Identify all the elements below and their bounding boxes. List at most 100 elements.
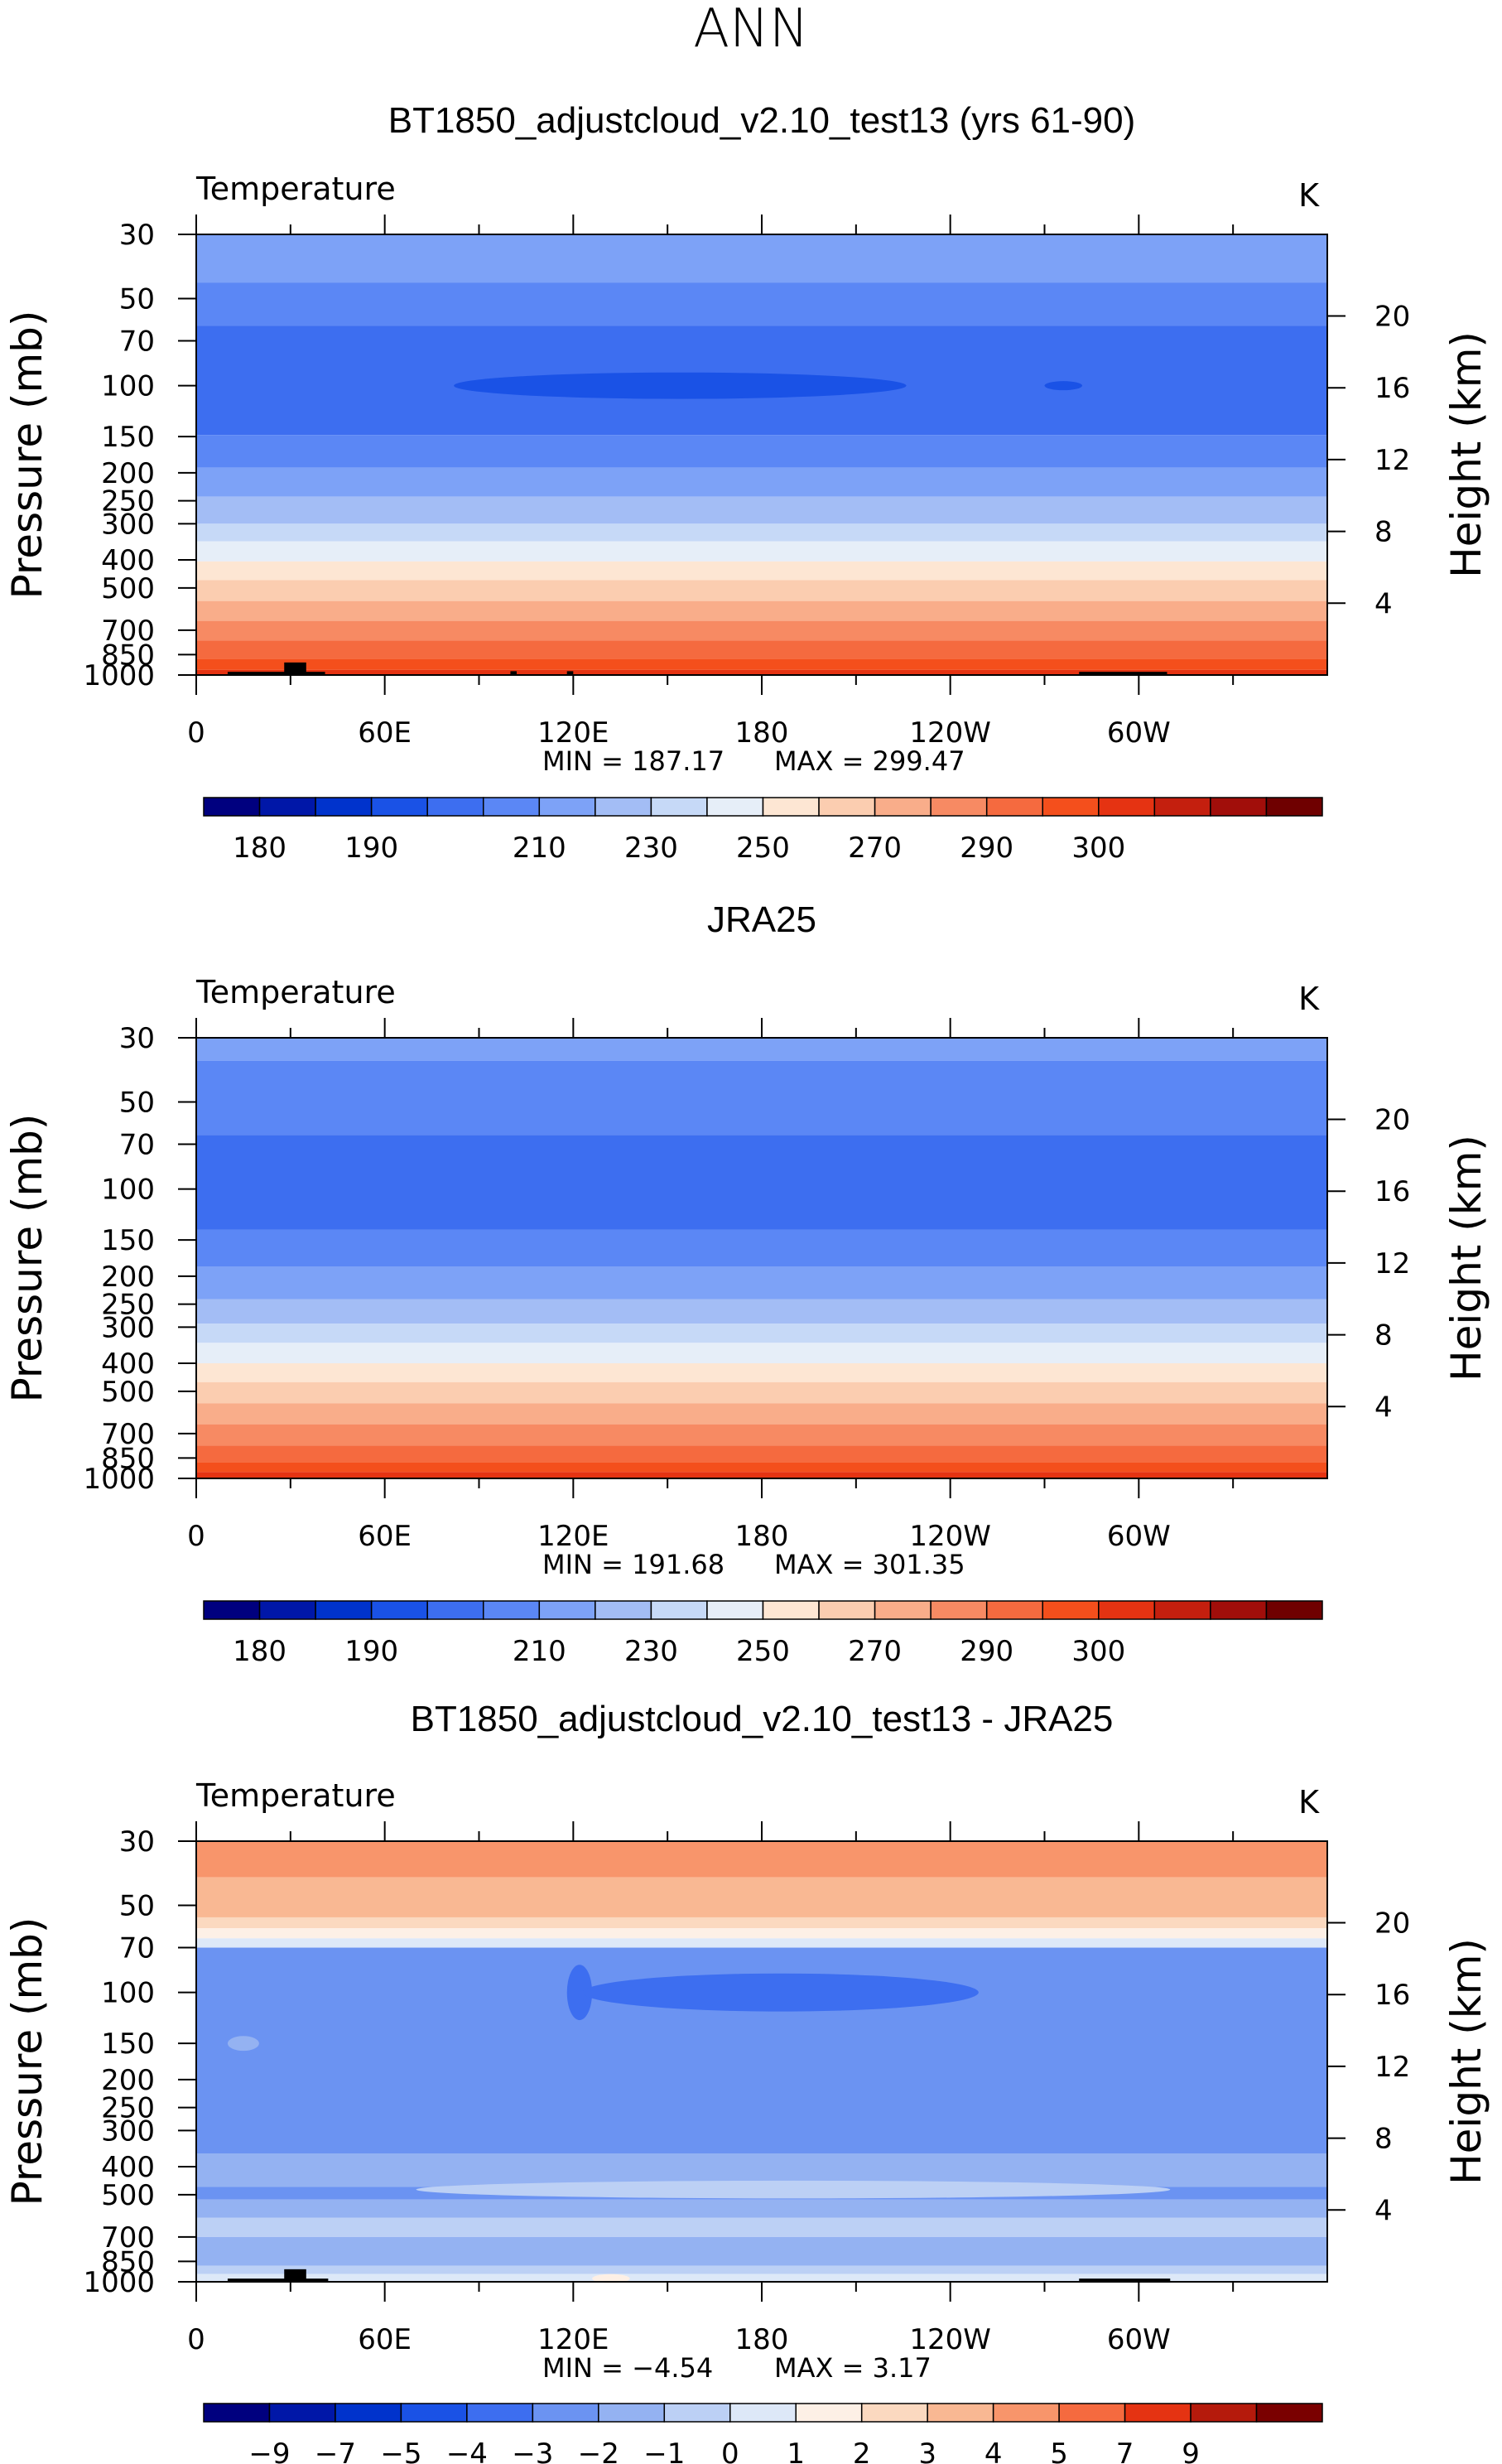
colorbar-label: 4	[984, 2437, 1003, 2464]
contour-feature	[454, 372, 907, 399]
min-label: MIN = 187.17	[542, 745, 725, 777]
colorbar-label: 5	[1050, 2437, 1068, 2464]
y-tick-label: 400	[101, 544, 155, 577]
contour-band	[196, 467, 1327, 497]
y-tick-label: 300	[101, 2114, 155, 2148]
colorbar-cell	[532, 2403, 599, 2423]
contour-band	[196, 1462, 1327, 1473]
contour-band	[196, 1841, 1327, 1878]
y-tick-label: 30	[119, 1825, 155, 1859]
colorbar-cell	[992, 2403, 1060, 2423]
colorbar-label: 300	[1071, 832, 1125, 865]
contour-feature	[592, 2274, 630, 2283]
contour-band	[196, 1424, 1327, 1446]
contour-band	[196, 2236, 1327, 2266]
contour-band	[196, 658, 1327, 670]
colorbar-cell	[258, 797, 316, 817]
x-tick-label: 60E	[358, 2323, 412, 2356]
contour-band	[196, 435, 1327, 468]
colorbar-cell	[595, 797, 652, 817]
variable-label: Temperature	[195, 171, 396, 207]
height-tick-label: 4	[1374, 587, 1393, 620]
colorbar-label: 210	[513, 1635, 566, 1668]
y-tick-label: 400	[101, 2151, 155, 2184]
colorbar-cell	[663, 2403, 731, 2423]
height-tick-label: 16	[1374, 1979, 1410, 2012]
figure-title: ANN	[693, 0, 809, 60]
contour-band	[196, 1299, 1327, 1324]
colorbar-cell	[860, 2403, 928, 2423]
contour-band	[196, 580, 1327, 601]
y-tick-label: 150	[101, 2028, 155, 2061]
contour-band	[196, 640, 1327, 659]
colorbar-label: 1	[787, 2437, 805, 2464]
topography	[1079, 672, 1167, 675]
contour-band	[196, 282, 1327, 326]
y-tick-label: 50	[119, 283, 155, 316]
topography	[227, 672, 325, 675]
colorbar-cell	[930, 797, 988, 817]
colorbar-cell	[1210, 797, 1268, 817]
colorbar-cell	[706, 1600, 764, 1620]
contour-band	[196, 541, 1327, 562]
colorbar-label: 190	[344, 832, 398, 865]
contour-feature	[416, 2180, 1171, 2199]
y-tick-label: 50	[119, 1890, 155, 1923]
contour-band	[196, 1135, 1327, 1230]
contour-band	[196, 1381, 1327, 1404]
colorbar-cell	[930, 1600, 988, 1620]
panel-difference: BT1850_adjustcloud_v2.10_test13 - JRA25 T…	[3, 1699, 1490, 2464]
colorbar-cell	[762, 797, 820, 817]
colorbar-cell	[985, 797, 1043, 817]
y-axis-title: Pressure (mb)	[3, 1917, 51, 2206]
y-tick-label: 50	[119, 1087, 155, 1120]
x-tick-label: 60W	[1107, 2323, 1171, 2356]
y-tick-label: 70	[119, 1932, 155, 1965]
colorbar-label: −1	[643, 2437, 685, 2464]
colorbar-cell	[426, 1600, 484, 1620]
colorbar-label: 270	[848, 1635, 902, 1668]
contour-band	[196, 1038, 1327, 1061]
colorbar-label: 9	[1182, 2437, 1200, 2464]
contour-band	[196, 1877, 1327, 1917]
colorbar-cell	[315, 797, 373, 817]
colorbar-cell	[1153, 1600, 1211, 1620]
colorbar-label: −3	[512, 2437, 553, 2464]
max-label: MAX = 299.47	[774, 745, 965, 777]
x-tick-label: 0	[187, 2323, 205, 2356]
colorbar-cell	[400, 2403, 468, 2423]
height-axis-title: Height (km)	[1442, 1938, 1490, 2185]
topography	[284, 2269, 306, 2282]
colorbar-cell	[1124, 2403, 1191, 2423]
x-tick-label: 0	[187, 1520, 205, 1553]
x-tick-label: 180	[735, 716, 789, 750]
units-label: K	[1298, 177, 1320, 214]
y-tick-label: 700	[101, 2221, 155, 2254]
contour-band	[196, 1403, 1327, 1425]
colorbar-cell	[483, 1600, 541, 1620]
contour-band	[196, 1917, 1327, 1929]
x-tick-label: 120E	[537, 716, 609, 750]
y-tick-label: 150	[101, 421, 155, 454]
colorbar-label: −2	[578, 2437, 619, 2464]
colorbar-cell	[538, 1600, 596, 1620]
colorbar-label: 300	[1071, 1635, 1125, 1668]
variable-label: Temperature	[195, 974, 396, 1010]
topography	[1079, 2278, 1171, 2282]
colorbar-cell	[268, 2403, 336, 2423]
height-tick-label: 12	[1374, 1247, 1410, 1280]
colorbar-cell	[1153, 797, 1211, 817]
contour-band	[196, 234, 1327, 283]
colorbar-cell	[203, 2403, 271, 2423]
x-tick-label: 120W	[909, 1520, 991, 1553]
y-tick-label: 1000	[83, 659, 155, 692]
topography	[227, 2278, 329, 2282]
colorbar-cell	[426, 797, 484, 817]
height-tick-label: 16	[1374, 1175, 1410, 1208]
colorbar-label: 7	[1116, 2437, 1134, 2464]
contour-band	[196, 1343, 1327, 1363]
y-tick-label: 100	[101, 1174, 155, 1207]
y-tick-label: 100	[101, 370, 155, 403]
contour-band	[196, 1060, 1327, 1136]
topography	[566, 671, 574, 675]
